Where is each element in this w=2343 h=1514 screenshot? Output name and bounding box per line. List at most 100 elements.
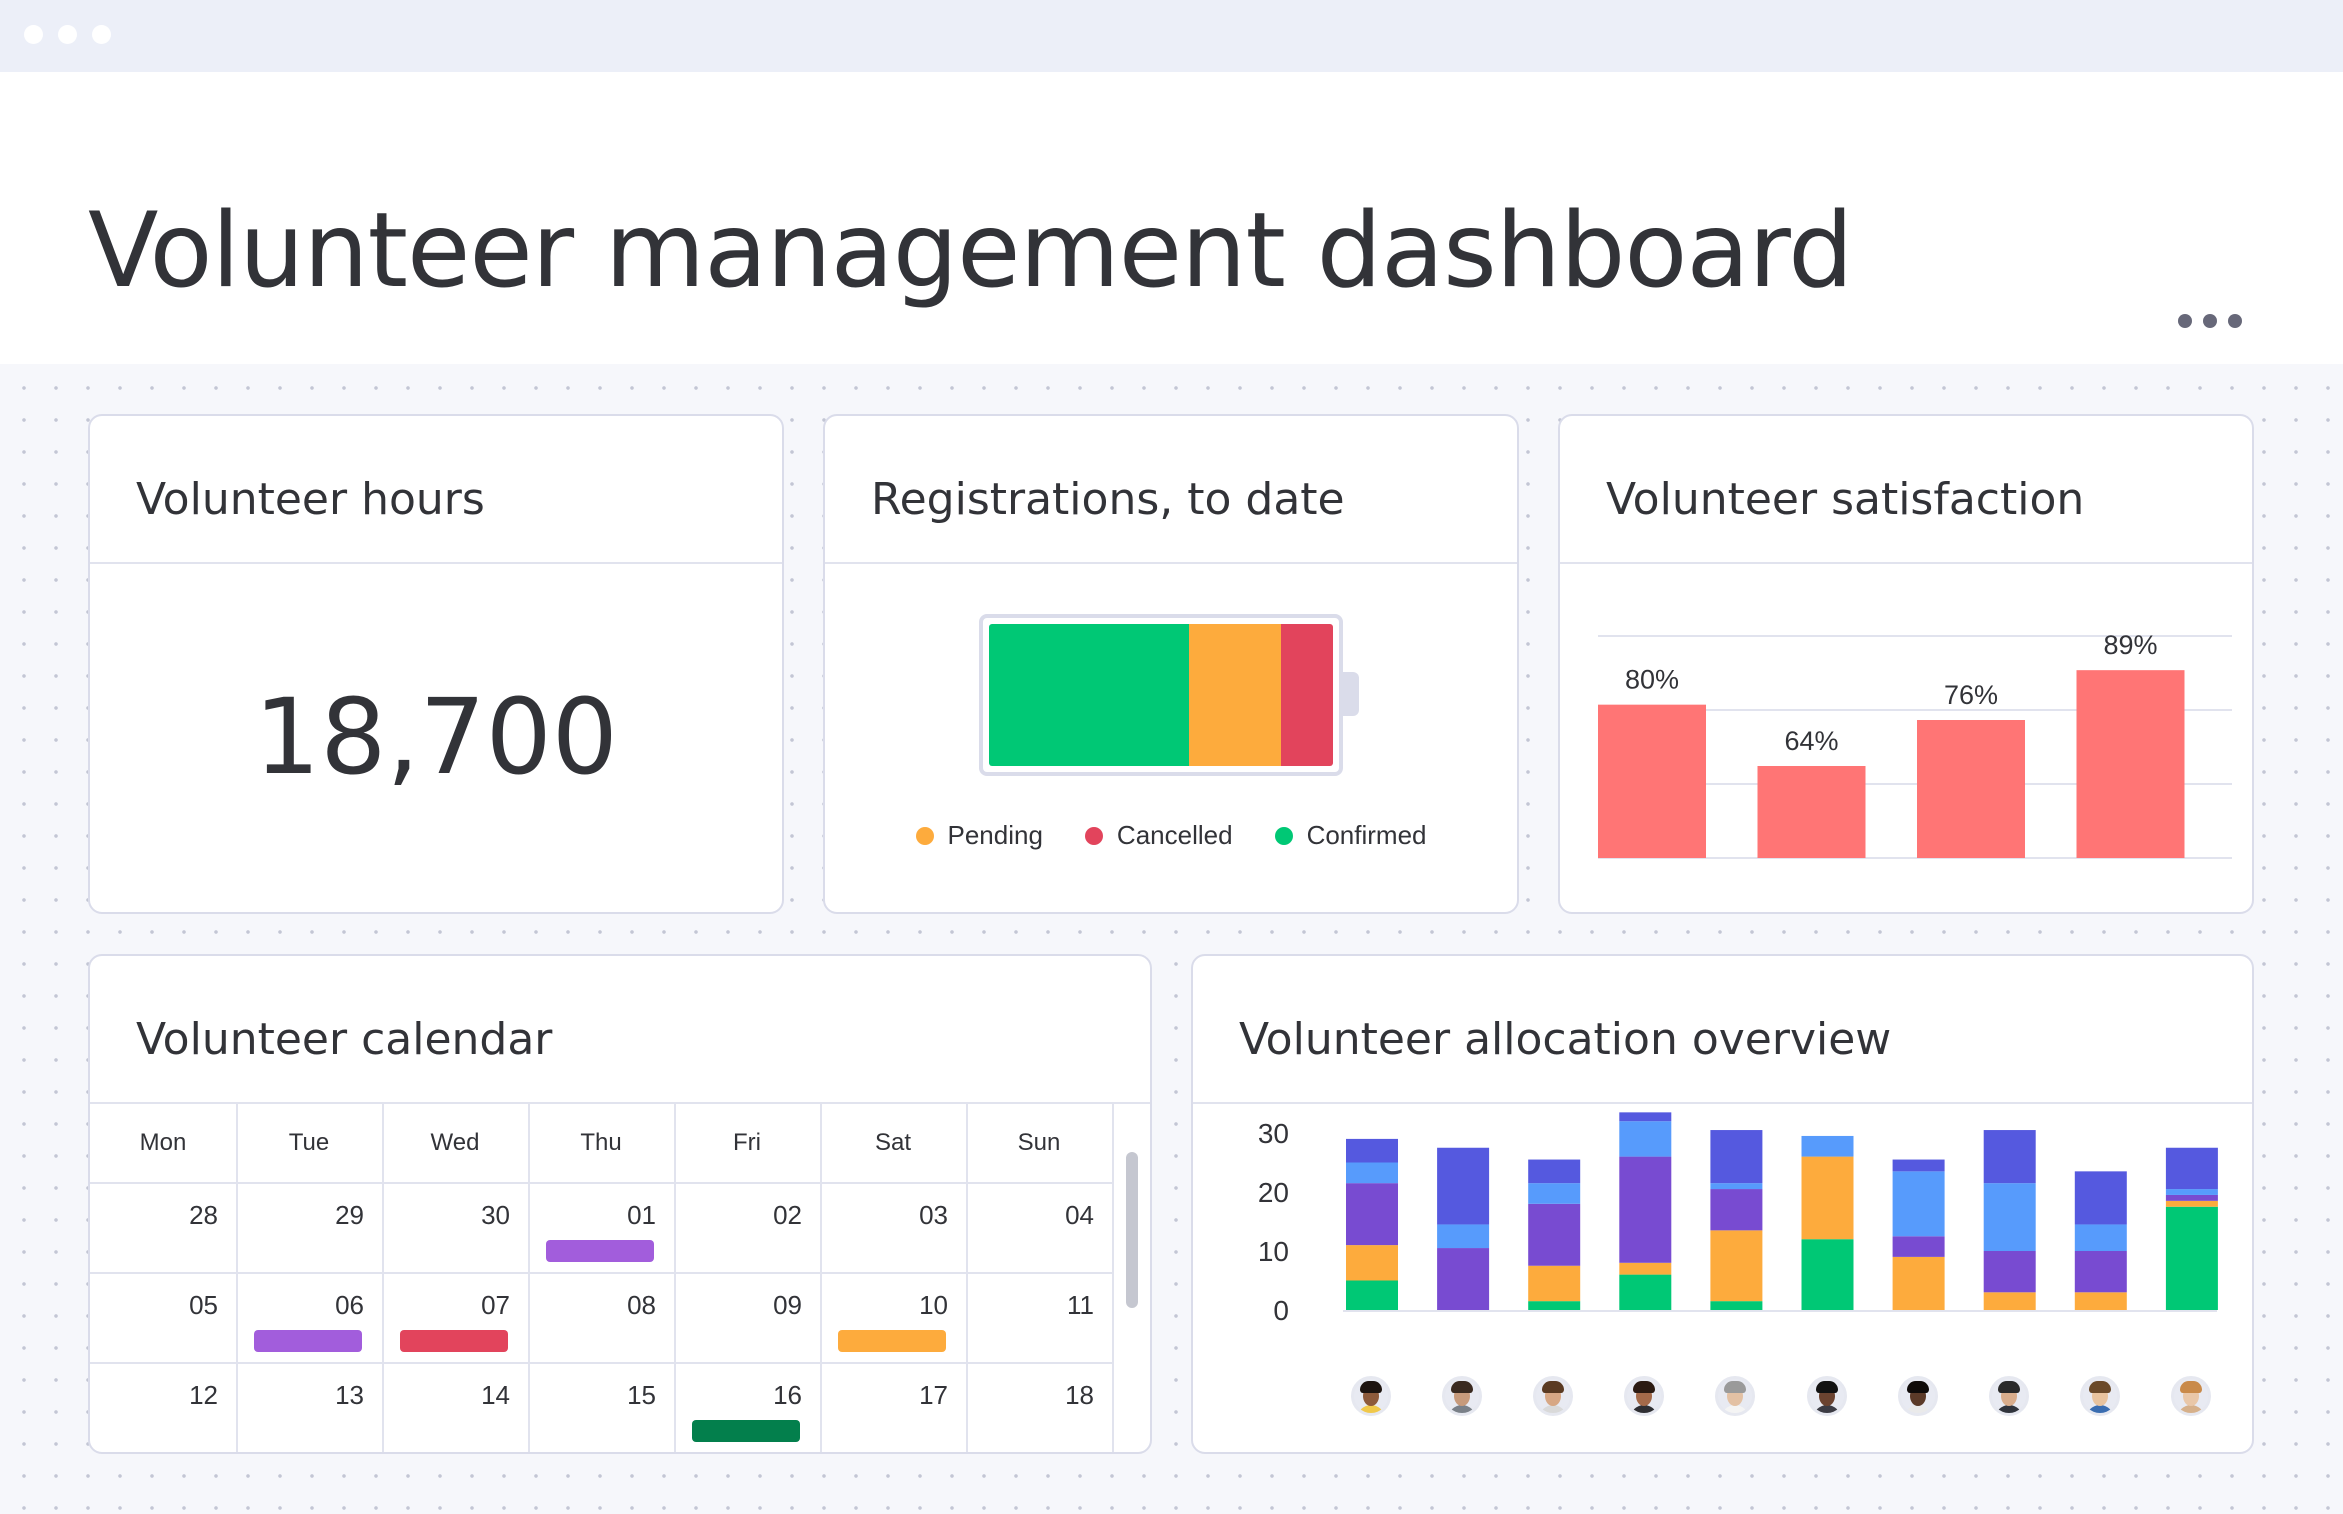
avatar-hair bbox=[1451, 1381, 1474, 1393]
calendar-day-cell[interactable]: 08 bbox=[528, 1272, 674, 1362]
calendar-scrollbar[interactable] bbox=[1126, 1152, 1138, 1308]
calendar-day-cell[interactable]: 04 bbox=[966, 1182, 1112, 1272]
avatar[interactable] bbox=[2079, 1376, 2120, 1416]
calendar-event[interactable] bbox=[546, 1240, 654, 1262]
bar-value-label: 76% bbox=[1944, 680, 1998, 710]
stacked-bar-segment bbox=[1801, 1156, 1854, 1240]
calendar-date: 08 bbox=[627, 1290, 656, 1320]
calendar-event[interactable] bbox=[692, 1420, 800, 1442]
avatar-hair bbox=[2088, 1381, 2111, 1393]
legend-dot-icon bbox=[915, 826, 934, 845]
calendar-day-cell[interactable]: 15 bbox=[528, 1362, 674, 1452]
stacked-bar-segment bbox=[1619, 1156, 1672, 1263]
registrations-legend: Pending Cancelled Confirmed bbox=[825, 820, 1517, 851]
legend-dot-icon bbox=[1274, 826, 1293, 845]
calendar-col-divider bbox=[966, 1104, 968, 1452]
avatar[interactable] bbox=[1442, 1376, 1483, 1416]
stacked-bar-segment bbox=[1892, 1171, 1945, 1237]
window-titlebar bbox=[0, 0, 2343, 72]
calendar-event[interactable] bbox=[838, 1330, 946, 1352]
calendar-col-divider bbox=[820, 1104, 822, 1452]
more-horizontal-icon[interactable] bbox=[2176, 308, 2246, 338]
allocation-widget[interactable]: Volunteer allocation overview 30 20 10 0 bbox=[1191, 954, 2254, 1454]
calendar-event[interactable] bbox=[400, 1330, 508, 1352]
calendar-day-cell[interactable]: 02 bbox=[674, 1182, 820, 1272]
stacked-bar-segment bbox=[2074, 1251, 2127, 1293]
avatar-hair bbox=[1633, 1381, 1656, 1393]
calendar-day-header: Thu bbox=[580, 1129, 622, 1156]
avatar-body bbox=[1721, 1405, 1750, 1413]
stacked-bar-segment bbox=[1619, 1121, 1672, 1157]
calendar-day-cell[interactable]: 28 bbox=[90, 1182, 236, 1272]
stacked-bar-segment bbox=[1892, 1159, 1945, 1172]
stacked-bar-segment bbox=[1710, 1301, 1763, 1310]
calendar-date: 11 bbox=[1067, 1290, 1094, 1320]
avatar[interactable] bbox=[1715, 1376, 1756, 1416]
calendar-day-cell[interactable]: 17 bbox=[820, 1362, 966, 1452]
calendar-date: 12 bbox=[189, 1380, 218, 1410]
bar-value-label: 64% bbox=[1784, 726, 1838, 756]
calendar-day-header: Sat bbox=[874, 1129, 912, 1156]
volunteer-calendar-widget[interactable]: Volunteer calendar Mon Tue Wed Thu Fri Sat Sun… bbox=[88, 954, 1152, 1454]
calendar-date: 18 bbox=[1065, 1380, 1094, 1410]
y-tick-label: 30 bbox=[1258, 1118, 1289, 1149]
stacked-bar-segment bbox=[1983, 1292, 2036, 1310]
legend-item-confirmed: Confirmed bbox=[1274, 820, 1427, 851]
window-dot-icon[interactable] bbox=[58, 25, 77, 44]
registrations-widget[interactable]: Registrations, to date Pending Cancelled… bbox=[823, 414, 1519, 914]
calendar-day-cell[interactable]: 11 bbox=[966, 1272, 1112, 1362]
window-dot-icon[interactable] bbox=[24, 25, 43, 44]
calendar-day-cell[interactable]: 10 bbox=[820, 1272, 966, 1362]
calendar-day-cell[interactable]: 30 bbox=[382, 1182, 528, 1272]
calendar-date: 10 bbox=[919, 1290, 948, 1320]
calendar-day-cell[interactable]: 14 bbox=[382, 1362, 528, 1452]
avatar-body bbox=[2176, 1405, 2205, 1413]
satisfaction-chart: 80% 64% 76% 89% bbox=[1598, 630, 2232, 859]
divider bbox=[1193, 1102, 2252, 1104]
calendar-day-cell[interactable]: 05 bbox=[90, 1272, 236, 1362]
calendar-col-divider bbox=[528, 1104, 530, 1452]
calendar-day-cell[interactable]: 29 bbox=[236, 1182, 382, 1272]
avatar-body bbox=[1539, 1405, 1568, 1413]
calendar-date: 28 bbox=[189, 1200, 218, 1230]
calendar-day-cell[interactable]: 18 bbox=[966, 1362, 1112, 1452]
calendar-day-cell[interactable]: 09 bbox=[674, 1272, 820, 1362]
battery-segment-confirmed bbox=[989, 624, 1189, 766]
calendar-day-cell[interactable]: 03 bbox=[820, 1182, 966, 1272]
stacked-bar-segment bbox=[1346, 1280, 1398, 1310]
calendar-date: 06 bbox=[335, 1290, 364, 1320]
avatar[interactable] bbox=[1988, 1376, 2029, 1416]
calendar-col-divider bbox=[674, 1104, 676, 1452]
calendar-col-divider bbox=[1112, 1104, 1114, 1452]
avatar-body bbox=[1448, 1405, 1477, 1413]
calendar-day-cell[interactable]: 12 bbox=[90, 1362, 236, 1452]
calendar-day-cell[interactable]: 06 bbox=[236, 1272, 382, 1362]
calendar-date: 01 bbox=[627, 1200, 656, 1230]
calendar-day-header: Tue bbox=[288, 1129, 330, 1156]
legend-item-cancelled: Cancelled bbox=[1084, 820, 1233, 851]
avatar-hair bbox=[1360, 1381, 1382, 1393]
calendar-date: 07 bbox=[481, 1290, 510, 1320]
avatar[interactable] bbox=[2170, 1376, 2211, 1416]
avatar-body bbox=[1357, 1405, 1385, 1413]
avatar[interactable] bbox=[1351, 1376, 1391, 1416]
calendar-day-cell[interactable]: 13 bbox=[236, 1362, 382, 1452]
avatar[interactable] bbox=[1624, 1376, 1665, 1416]
calendar-date: 29 bbox=[335, 1200, 364, 1230]
window-dot-icon[interactable] bbox=[92, 25, 111, 44]
stacked-bar-segment bbox=[2165, 1206, 2218, 1310]
stacked-bar-segment bbox=[1528, 1159, 1581, 1184]
stacked-bar-segment bbox=[1983, 1130, 2036, 1184]
calendar-day-cell[interactable]: 07 bbox=[382, 1272, 528, 1362]
stacked-bar-segment bbox=[1710, 1189, 1763, 1231]
calendar-event[interactable] bbox=[254, 1330, 362, 1352]
calendar-day-cell[interactable]: 01 bbox=[528, 1182, 674, 1272]
avatar[interactable] bbox=[1897, 1376, 1938, 1416]
calendar-day-cell[interactable]: 16 bbox=[674, 1362, 820, 1452]
avatar[interactable] bbox=[1806, 1376, 1847, 1416]
calendar-day-header: Mon bbox=[139, 1129, 187, 1156]
satisfaction-widget[interactable]: Volunteer satisfaction 80% 64% 76% 89% bbox=[1558, 414, 2254, 914]
volunteer-hours-widget[interactable]: Volunteer hours 18,700 bbox=[88, 414, 784, 914]
stacked-bar-segment bbox=[1801, 1135, 1854, 1157]
avatar[interactable] bbox=[1533, 1376, 1574, 1416]
